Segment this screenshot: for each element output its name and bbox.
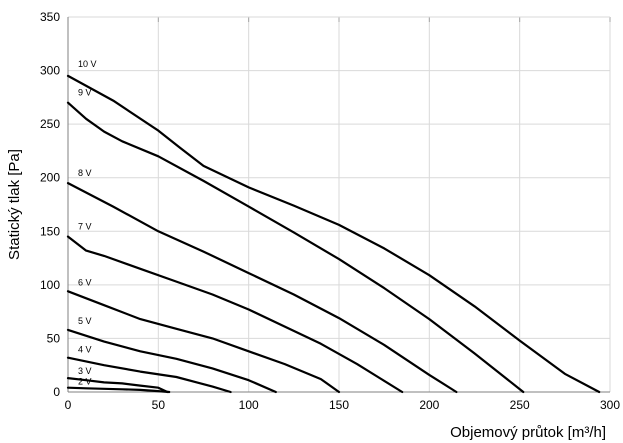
x-tick-label: 0 [65, 398, 72, 412]
y-tick-labels: 0 50 100 150 200 250 300 350 [40, 10, 60, 399]
y-tick-label: 250 [40, 117, 60, 131]
series-line-10v [66, 74, 601, 394]
grid [68, 16, 611, 392]
x-tick-label: 300 [600, 398, 620, 412]
y-tick-label: 0 [53, 385, 60, 399]
series-line-7v [66, 235, 404, 394]
series-line-3v [66, 377, 169, 394]
series-label: 2 V [78, 377, 92, 387]
series-label: 3 V [78, 366, 92, 376]
series-label: 6 V [78, 277, 92, 287]
x-tick-label: 50 [152, 398, 166, 412]
x-tick-label: 150 [329, 398, 349, 412]
y-tick-label: 100 [40, 278, 60, 292]
y-tick-label: 150 [40, 224, 60, 238]
x-tick-labels: 0 50 100 150 200 250 300 [65, 398, 621, 412]
y-tick-label: 350 [40, 10, 60, 24]
series-line-6v [66, 290, 341, 394]
series-line-5v [66, 328, 277, 394]
series-lines [66, 74, 601, 394]
series-label: 9 V [78, 88, 92, 98]
series-line-8v [66, 182, 458, 394]
series-label: 8 V [78, 168, 92, 178]
x-tick-label: 200 [419, 398, 439, 412]
series-label: 10 V [78, 59, 97, 69]
series-labels: 2 V3 V 4 V 5 V 6 V 7 V 8 V 9 V 10 V [78, 59, 97, 387]
series-label: 7 V [78, 222, 92, 232]
y-tick-label: 200 [40, 171, 60, 185]
y-tick-label: 300 [40, 64, 60, 78]
series-line-9v [66, 101, 525, 394]
y-axis-title: Statický tlak [Pa] [6, 149, 23, 260]
series-line-2v [66, 386, 171, 394]
x-tick-label: 100 [239, 398, 259, 412]
y-tick-label: 50 [47, 331, 61, 345]
x-tick-label: 250 [510, 398, 530, 412]
series-label: 5 V [78, 316, 92, 326]
x-axis-title: Objemový průtok [m³/h] [450, 424, 606, 441]
series-line-4v [66, 356, 232, 394]
series-label: 4 V [78, 345, 92, 355]
